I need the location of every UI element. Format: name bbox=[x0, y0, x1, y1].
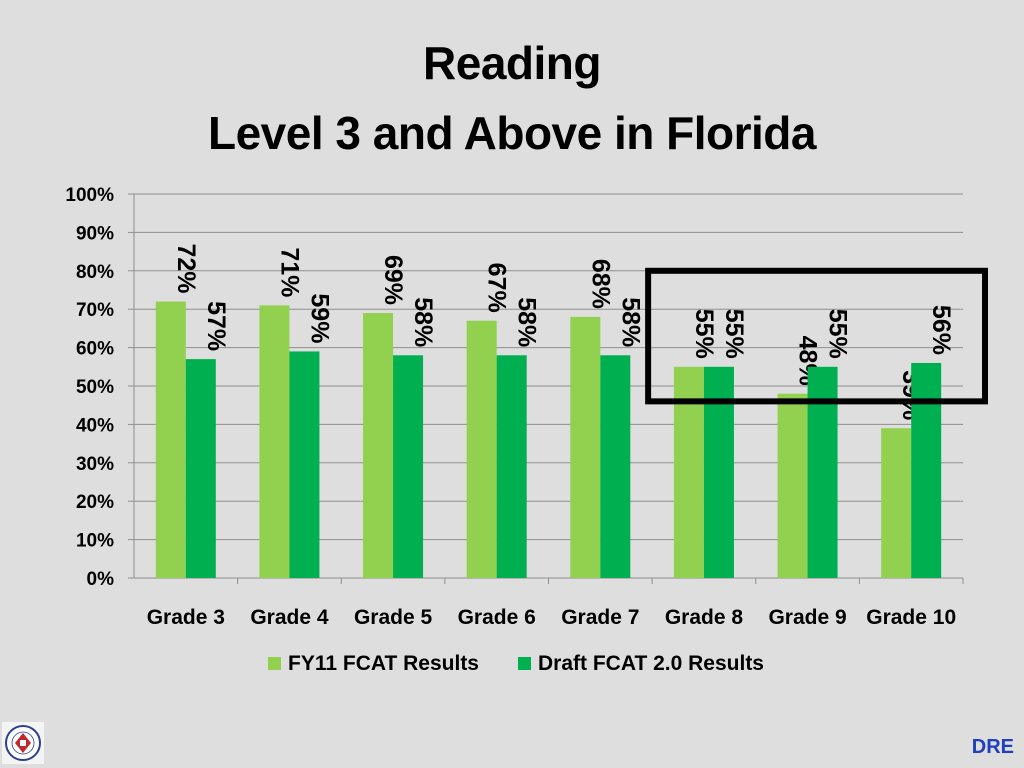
bar-draft bbox=[393, 355, 424, 578]
category-label: Grade 7 bbox=[561, 606, 639, 629]
data-label: 55% bbox=[824, 309, 852, 359]
legend-swatch bbox=[518, 657, 531, 670]
category-label: Grade 6 bbox=[458, 606, 536, 629]
y-tick-label: 30% bbox=[76, 454, 114, 475]
category-label: Grade 9 bbox=[768, 606, 846, 629]
y-tick-label: 70% bbox=[76, 300, 114, 321]
bar-fy11 bbox=[259, 305, 290, 578]
bar-draft bbox=[185, 359, 216, 578]
legend-label: Draft FCAT 2.0 Results bbox=[538, 652, 764, 675]
bar-fy11 bbox=[777, 393, 808, 578]
bar-draft bbox=[496, 355, 527, 578]
slide-title-line2: Level 3 and Above in Florida bbox=[208, 107, 817, 159]
y-tick-label: 90% bbox=[76, 223, 114, 244]
bar-fy11 bbox=[570, 316, 601, 578]
y-tick-label: 100% bbox=[65, 185, 114, 206]
data-label: 72% bbox=[172, 243, 200, 293]
data-label: 55% bbox=[720, 309, 748, 359]
bar-draft bbox=[911, 362, 942, 578]
data-label: 58% bbox=[513, 297, 541, 347]
category-label: Grade 3 bbox=[147, 606, 225, 629]
y-tick-label: 80% bbox=[76, 262, 114, 283]
data-label: 67% bbox=[483, 263, 511, 313]
y-tick-label: 0% bbox=[87, 569, 115, 590]
bar-draft bbox=[600, 355, 631, 578]
data-label: 68% bbox=[586, 259, 614, 309]
y-tick-label: 40% bbox=[76, 415, 114, 436]
y-tick-label: 60% bbox=[76, 339, 114, 360]
y-tick-label: 20% bbox=[76, 492, 114, 513]
slide-title-line1: Reading bbox=[423, 37, 601, 89]
bar-fy11 bbox=[466, 320, 497, 578]
data-label: 58% bbox=[616, 297, 644, 347]
y-tick-label: 10% bbox=[76, 531, 114, 552]
y-tick-label: 50% bbox=[76, 377, 114, 398]
data-label: 69% bbox=[379, 255, 407, 305]
bar-fy11 bbox=[155, 301, 186, 578]
data-label: 56% bbox=[927, 305, 955, 355]
category-label: Grade 10 bbox=[866, 606, 956, 629]
footer-tag: DRE bbox=[971, 736, 1014, 758]
data-label: 55% bbox=[690, 309, 718, 359]
data-label: 57% bbox=[202, 301, 230, 351]
legend-label: FY11 FCAT Results bbox=[288, 652, 479, 675]
category-label: Grade 4 bbox=[250, 606, 329, 629]
data-label: 58% bbox=[409, 297, 437, 347]
highlight-box bbox=[645, 267, 988, 405]
bar-draft bbox=[289, 351, 320, 578]
bar-fy11 bbox=[881, 428, 912, 578]
legend-swatch bbox=[268, 657, 281, 670]
school-district-logo bbox=[2, 722, 44, 764]
data-label: 71% bbox=[275, 247, 303, 297]
bar-fy11 bbox=[363, 313, 394, 578]
category-label: Grade 8 bbox=[665, 606, 744, 629]
category-label: Grade 5 bbox=[354, 606, 433, 629]
data-label: 59% bbox=[305, 293, 333, 343]
